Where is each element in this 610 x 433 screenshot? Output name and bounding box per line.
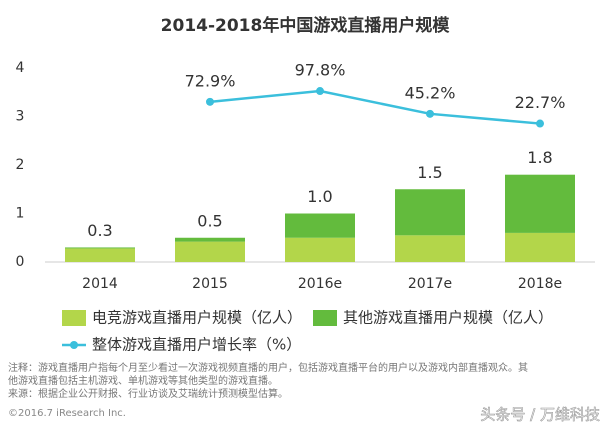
x-tick-label: 2018e <box>518 276 562 292</box>
growth-point <box>206 97 214 106</box>
bar-segment <box>285 213 355 238</box>
total-label: 0.3 <box>87 221 112 240</box>
copyright: ©2016.7 iResearch Inc. <box>8 408 126 419</box>
bar-segment <box>175 237 245 242</box>
growth-label: 22.7% <box>515 93 566 112</box>
x-tick-label: 2016e <box>298 276 342 292</box>
bar-segment <box>395 189 465 236</box>
bar-segment <box>505 232 575 262</box>
note: 他游戏直播包括主机游戏、单机游戏等其他类型的游戏直播。 <box>8 374 278 387</box>
growth-point <box>536 119 544 128</box>
bar-segment <box>65 247 135 249</box>
y-tick-label: 0 <box>16 254 25 270</box>
legend-swatch <box>62 310 86 326</box>
bar-segment <box>285 237 355 262</box>
growth-point <box>316 87 324 96</box>
y-tick-label: 1 <box>16 206 25 222</box>
bar-segment <box>175 241 245 262</box>
watermark: 头条号 / 万维科技 <box>480 406 600 424</box>
bar-segment <box>395 235 465 262</box>
growth-label: 97.8% <box>295 61 346 80</box>
total-label: 1.0 <box>307 187 332 206</box>
legend-label: 其他游戏直播用户规模（亿人） <box>343 309 553 327</box>
note: 来源：根据企业公开财报、行业访谈及艾瑞统计预测模型估算。 <box>8 387 288 400</box>
bar-segment <box>505 174 575 233</box>
x-tick-label: 2015 <box>192 276 228 292</box>
x-tick-label: 2014 <box>82 276 118 292</box>
total-label: 0.5 <box>197 211 222 230</box>
legend-label: 整体游戏直播用户增长率（%） <box>92 336 301 354</box>
growth-label: 45.2% <box>405 83 456 102</box>
legend-swatch <box>313 310 337 326</box>
growth-label: 72.9% <box>185 71 236 90</box>
bar-segment <box>65 248 135 262</box>
chart-title: 2014-2018年中国游戏直播用户规模 <box>161 15 451 36</box>
x-tick-label: 2017e <box>408 276 452 292</box>
growth-line <box>209 89 541 125</box>
legend-marker <box>70 341 78 349</box>
note: 注释：游戏直播用户指每个月至少看过一次游戏视频直播的用户，包括游戏直播平台的用户… <box>8 361 528 374</box>
y-tick-label: 2 <box>16 157 25 173</box>
y-tick-label: 3 <box>16 109 25 125</box>
legend-label: 电竞游戏直播用户规模（亿人） <box>92 309 302 327</box>
total-label: 1.5 <box>417 163 442 182</box>
growth-point <box>426 109 434 118</box>
total-label: 1.8 <box>527 148 552 167</box>
y-tick-label: 4 <box>16 60 25 76</box>
